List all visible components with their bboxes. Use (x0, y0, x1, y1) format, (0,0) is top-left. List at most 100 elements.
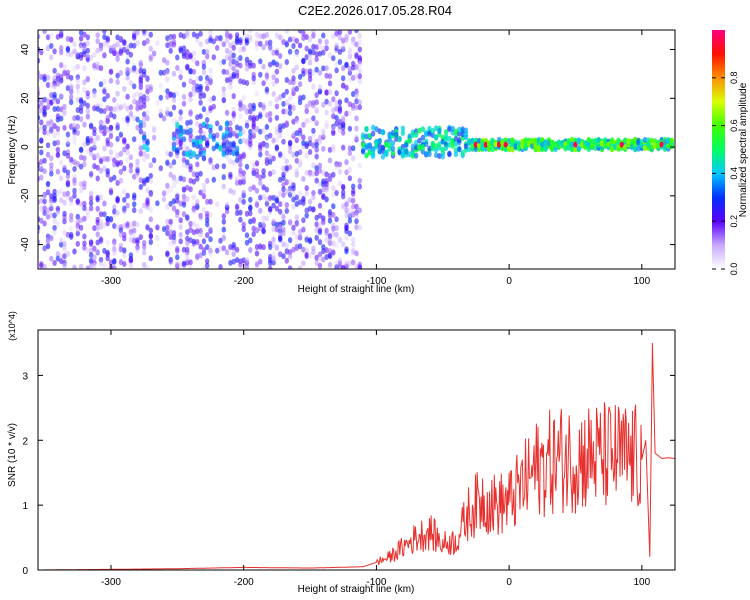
spectrogram-cell (198, 212, 203, 219)
spectrogram-cell (188, 166, 193, 173)
spectrogram-cell (278, 201, 283, 208)
spectrogram-cell (85, 265, 90, 269)
spectrogram-cell (264, 86, 270, 93)
spectrogram-cell (205, 53, 210, 60)
spectrogram-cell (132, 201, 137, 208)
spectrogram-cell (62, 262, 67, 268)
spectrogram-cell (324, 89, 329, 96)
spectrogram-cell (228, 76, 233, 83)
spectrogram-cell (447, 135, 452, 142)
spectrogram-cell (301, 30, 306, 37)
spectrogram-cell (45, 181, 51, 187)
spectrogram-cell (351, 145, 356, 152)
spectrogram-cell (75, 53, 81, 60)
spectrogram-cell (62, 218, 67, 225)
spectrogram-cell (274, 103, 280, 110)
spectrogram-cell (75, 83, 81, 90)
spectrogram-cell (307, 140, 313, 147)
spectrogram-cell (629, 144, 635, 151)
spectrogram-cell (82, 45, 87, 52)
spectrogram-cell (311, 115, 316, 122)
spectrogram-cell (224, 37, 230, 44)
snr-x-tick-label: -100 (366, 577, 386, 588)
spectrogram-cell (224, 120, 230, 127)
spectrogram-cell (367, 142, 372, 149)
spectrogram-cell (254, 250, 260, 257)
spectrogram-cell (536, 145, 542, 151)
spectrogram-cell (132, 192, 137, 199)
spectrogram-cell (95, 224, 100, 231)
spectrogram-cell (291, 36, 296, 43)
spectrogram-cell (198, 99, 203, 106)
spectrogram-cell (513, 143, 518, 150)
spectrogram-cell (185, 54, 190, 60)
spectrogram-cell (178, 74, 183, 81)
spectrogram-cell (304, 108, 309, 115)
spectrogram-cell (314, 44, 319, 51)
spectrogram-cell (224, 109, 230, 116)
spectrogram-cell (65, 231, 71, 238)
spectrogram-cell (271, 59, 276, 66)
spectrogram-cell (317, 167, 323, 174)
spectrogram-cell (314, 170, 319, 177)
spectrogram-cell (297, 30, 303, 34)
spectrogram-cell (62, 70, 67, 76)
spectrogram-cell (500, 140, 505, 146)
spectrogram-cell (62, 124, 67, 131)
spectrogram-cell (69, 74, 74, 81)
spectrogram-cell (251, 218, 256, 225)
spectrogram-cell (145, 199, 150, 206)
spectrogram-cell (168, 258, 173, 265)
spectrogram-cell (112, 249, 117, 256)
spectrogram-cell (344, 234, 349, 241)
spectrogram-cell (351, 74, 356, 81)
spectrogram-cell (457, 126, 462, 133)
spectrogram-cell (78, 30, 84, 36)
spectrogram-cell (128, 104, 134, 111)
spectrogram-cell (49, 235, 54, 241)
spectrogram-cell (377, 128, 382, 135)
spectrogram-cell (433, 143, 439, 150)
spectrogram-cell (281, 219, 286, 226)
spectrogram-cell (39, 166, 44, 173)
spectrogram-cell (271, 251, 276, 258)
spectrogram-cell (42, 76, 47, 83)
spectrogram-cell (88, 252, 94, 258)
spectrogram-cell (264, 215, 270, 222)
spectrogram-cell (536, 140, 542, 147)
spectrogram-cell (347, 110, 353, 117)
spectrogram-cell (440, 138, 445, 145)
spectrogram-cell (304, 45, 309, 52)
spectrogram-cell (92, 153, 97, 160)
spectrogram-cell (102, 200, 107, 207)
spectrogram-cell (417, 137, 422, 144)
spectrogram-cell (324, 254, 329, 260)
spectrogram-cell (297, 199, 303, 206)
spectrogram-cell (241, 137, 246, 144)
spectrogram-cell (268, 39, 273, 46)
spectrogram-cell (38, 70, 41, 77)
spectrogram-cell (85, 113, 91, 120)
spectrogram-cell (344, 97, 349, 104)
spectrogram-cell (138, 234, 143, 241)
spectrogram-cell (251, 132, 256, 139)
spectrogram-cell (228, 158, 233, 165)
spectrogram-cell (165, 35, 170, 42)
spectrogram-cell (175, 263, 180, 269)
spectrogram-cell (238, 196, 243, 203)
spectrogram-cell (248, 237, 253, 244)
spectrogram-cell (178, 238, 183, 245)
spectrogram-cell (132, 115, 137, 122)
spectrogram-cell (231, 140, 236, 147)
spectrogram-cell (430, 128, 435, 134)
spectrogram-cell (287, 191, 293, 198)
spectrogram-cell (224, 249, 230, 256)
spectrogram-cell (241, 151, 246, 158)
spectrogram-cell (377, 148, 382, 155)
spectrogram-cell (254, 125, 260, 132)
spectrogram-cell (271, 194, 276, 201)
spectrogram-cell (65, 190, 71, 197)
spectrogram-cell (75, 123, 81, 130)
spectrogram-cell (291, 90, 296, 97)
spectrogram-cell (102, 155, 107, 162)
